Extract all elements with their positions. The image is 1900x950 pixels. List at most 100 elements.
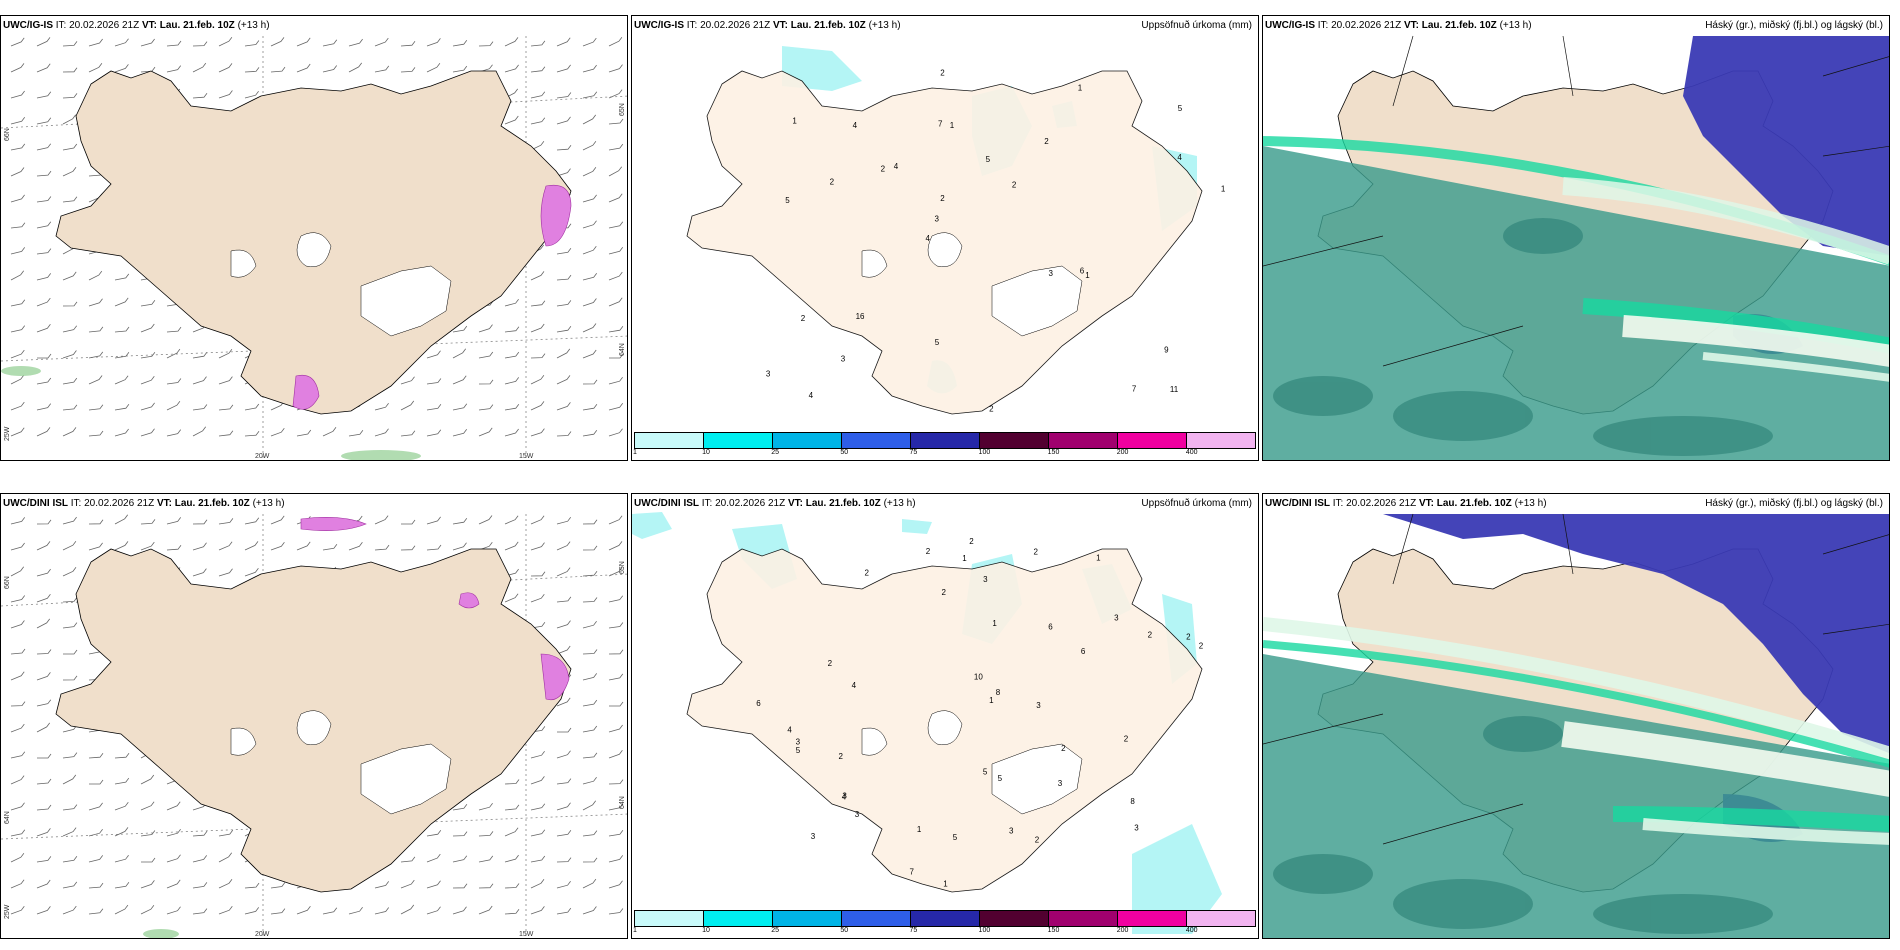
wind-barb <box>166 854 181 863</box>
wind-barb <box>10 723 25 733</box>
wind-barb <box>218 404 234 411</box>
wind-barb <box>608 855 624 863</box>
lat-label-66n: 66N <box>4 576 11 589</box>
colorbar-swatch <box>911 433 980 448</box>
wind-barb <box>556 880 571 889</box>
wind-barb <box>504 541 519 551</box>
precip-amount-label: 1 <box>992 619 997 628</box>
panel-title: Háský (gr.), miðský (fj.bl.) og lágský (… <box>1705 20 1883 31</box>
wind-barb <box>478 905 493 915</box>
wind-barb <box>10 37 25 47</box>
wind-barb <box>218 518 234 525</box>
wind-barb <box>582 830 598 837</box>
wind-barb <box>582 800 597 811</box>
colorbar-tick-label: 200 <box>1116 927 1129 934</box>
wind-barb <box>218 905 233 915</box>
precip-amount-label: 3 <box>1009 827 1014 836</box>
colorbar-ticks: 1 10 25 50 75 100 150 200 400 <box>633 449 1256 458</box>
wind-barb <box>192 568 207 577</box>
wind-barb <box>530 829 546 837</box>
wind-barb <box>244 541 259 551</box>
wind-barb <box>244 517 260 525</box>
wind-barb <box>530 571 546 577</box>
precip-amount-label: 2 <box>942 588 947 597</box>
wind-barb <box>556 375 571 385</box>
wind-barb <box>140 352 156 359</box>
wind-barb <box>88 404 104 411</box>
wind-barb <box>322 65 338 73</box>
wind-barb <box>62 325 78 333</box>
wind-barb <box>140 904 155 915</box>
wind-barb <box>10 222 26 229</box>
colorbar-tick-label: 50 <box>840 449 849 456</box>
wind-barb <box>504 779 520 785</box>
wind-barb <box>608 247 624 255</box>
wind-barb <box>192 92 208 99</box>
wind-barb <box>452 883 468 889</box>
wind-barb <box>36 594 51 603</box>
wind-barb <box>166 801 181 811</box>
wind-barb <box>452 375 467 385</box>
wind-barb <box>400 400 415 411</box>
wind-barb <box>608 271 623 281</box>
country-borders <box>1263 35 1889 367</box>
lat-label-64n: 64N <box>4 811 11 824</box>
wind-barb <box>37 753 52 759</box>
wind-barb <box>10 325 26 333</box>
wind-barb <box>608 428 623 437</box>
lat-label-25w: 25W <box>4 904 11 919</box>
wind-barb <box>36 519 52 525</box>
wind-barb <box>582 323 597 333</box>
wind-barb <box>530 323 545 333</box>
wind-barb <box>218 63 233 73</box>
wind-barb <box>88 326 104 333</box>
wind-barb <box>608 649 624 655</box>
wind-barb <box>296 63 311 73</box>
low-cloud-patches <box>1273 716 1773 934</box>
precip-amount-label: 2 <box>1044 137 1049 146</box>
wind-barb <box>244 430 260 437</box>
precip-amount-label: 3 <box>766 369 771 378</box>
precip-amount-label: 1 <box>1096 554 1101 563</box>
wind-barb <box>140 375 155 385</box>
wind-barb <box>400 67 416 73</box>
wind-barb <box>556 857 572 863</box>
wind-barb <box>426 38 441 47</box>
wind-barb <box>140 402 155 411</box>
wind-barb <box>166 40 182 47</box>
cloud-map-canvas <box>1263 35 1889 460</box>
wind-barb <box>270 66 286 73</box>
wind-barb <box>36 618 51 629</box>
wind-barb <box>556 274 572 281</box>
wind-barb <box>530 300 546 307</box>
wind-barb <box>244 907 260 915</box>
colorbar-swatch <box>1049 911 1118 926</box>
wind-barb <box>400 856 416 863</box>
wind-barb <box>504 115 519 125</box>
colorbar-tick-label: 150 <box>1047 927 1060 934</box>
precip-amount-label: 7 <box>938 120 943 129</box>
wind-barb <box>218 348 233 359</box>
wind-barb <box>556 830 572 837</box>
precip-amount-label: 1 <box>1078 84 1083 93</box>
wind-barb <box>36 672 51 681</box>
iceland-land <box>55 548 572 893</box>
wind-barb <box>582 379 598 385</box>
wind-barb <box>166 348 181 359</box>
wind-barb <box>62 856 78 863</box>
wind-barb <box>218 90 233 99</box>
wind-barb <box>10 517 26 525</box>
wind-barb <box>36 403 52 411</box>
wind-barb <box>62 377 78 385</box>
wind-barb <box>582 545 598 551</box>
wind-barb <box>166 544 182 551</box>
wind-barb <box>478 515 493 525</box>
wind-barb <box>374 402 389 411</box>
wind-barb <box>192 41 208 47</box>
wind-barb <box>582 91 598 99</box>
wind-barb <box>10 299 26 307</box>
precip-amount-label: 4 <box>842 792 847 801</box>
precip-map-panel-row2: UWC/DINI ISL IT: 20.02.2026 21Z VT: Lau.… <box>631 493 1259 939</box>
wind-barb <box>608 143 624 151</box>
lat-label-66n: 66N <box>4 128 11 141</box>
